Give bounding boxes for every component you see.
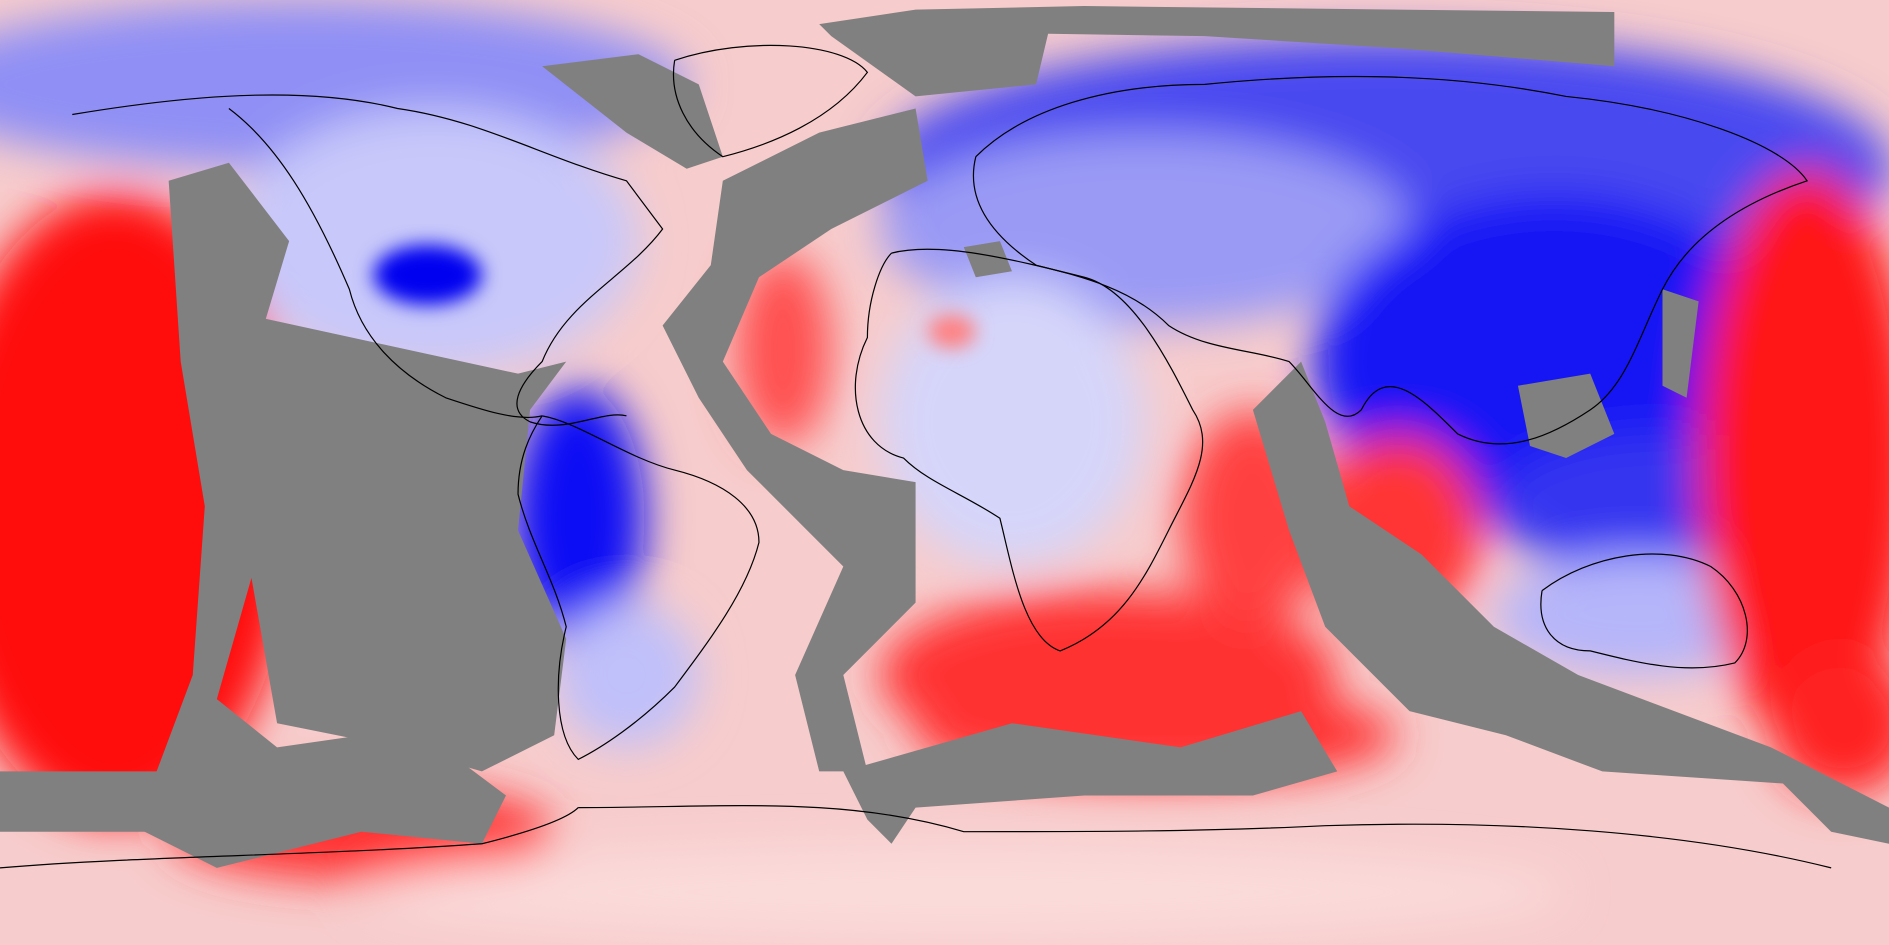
masked-areas bbox=[0, 6, 1889, 868]
coastlines bbox=[0, 44, 1832, 869]
